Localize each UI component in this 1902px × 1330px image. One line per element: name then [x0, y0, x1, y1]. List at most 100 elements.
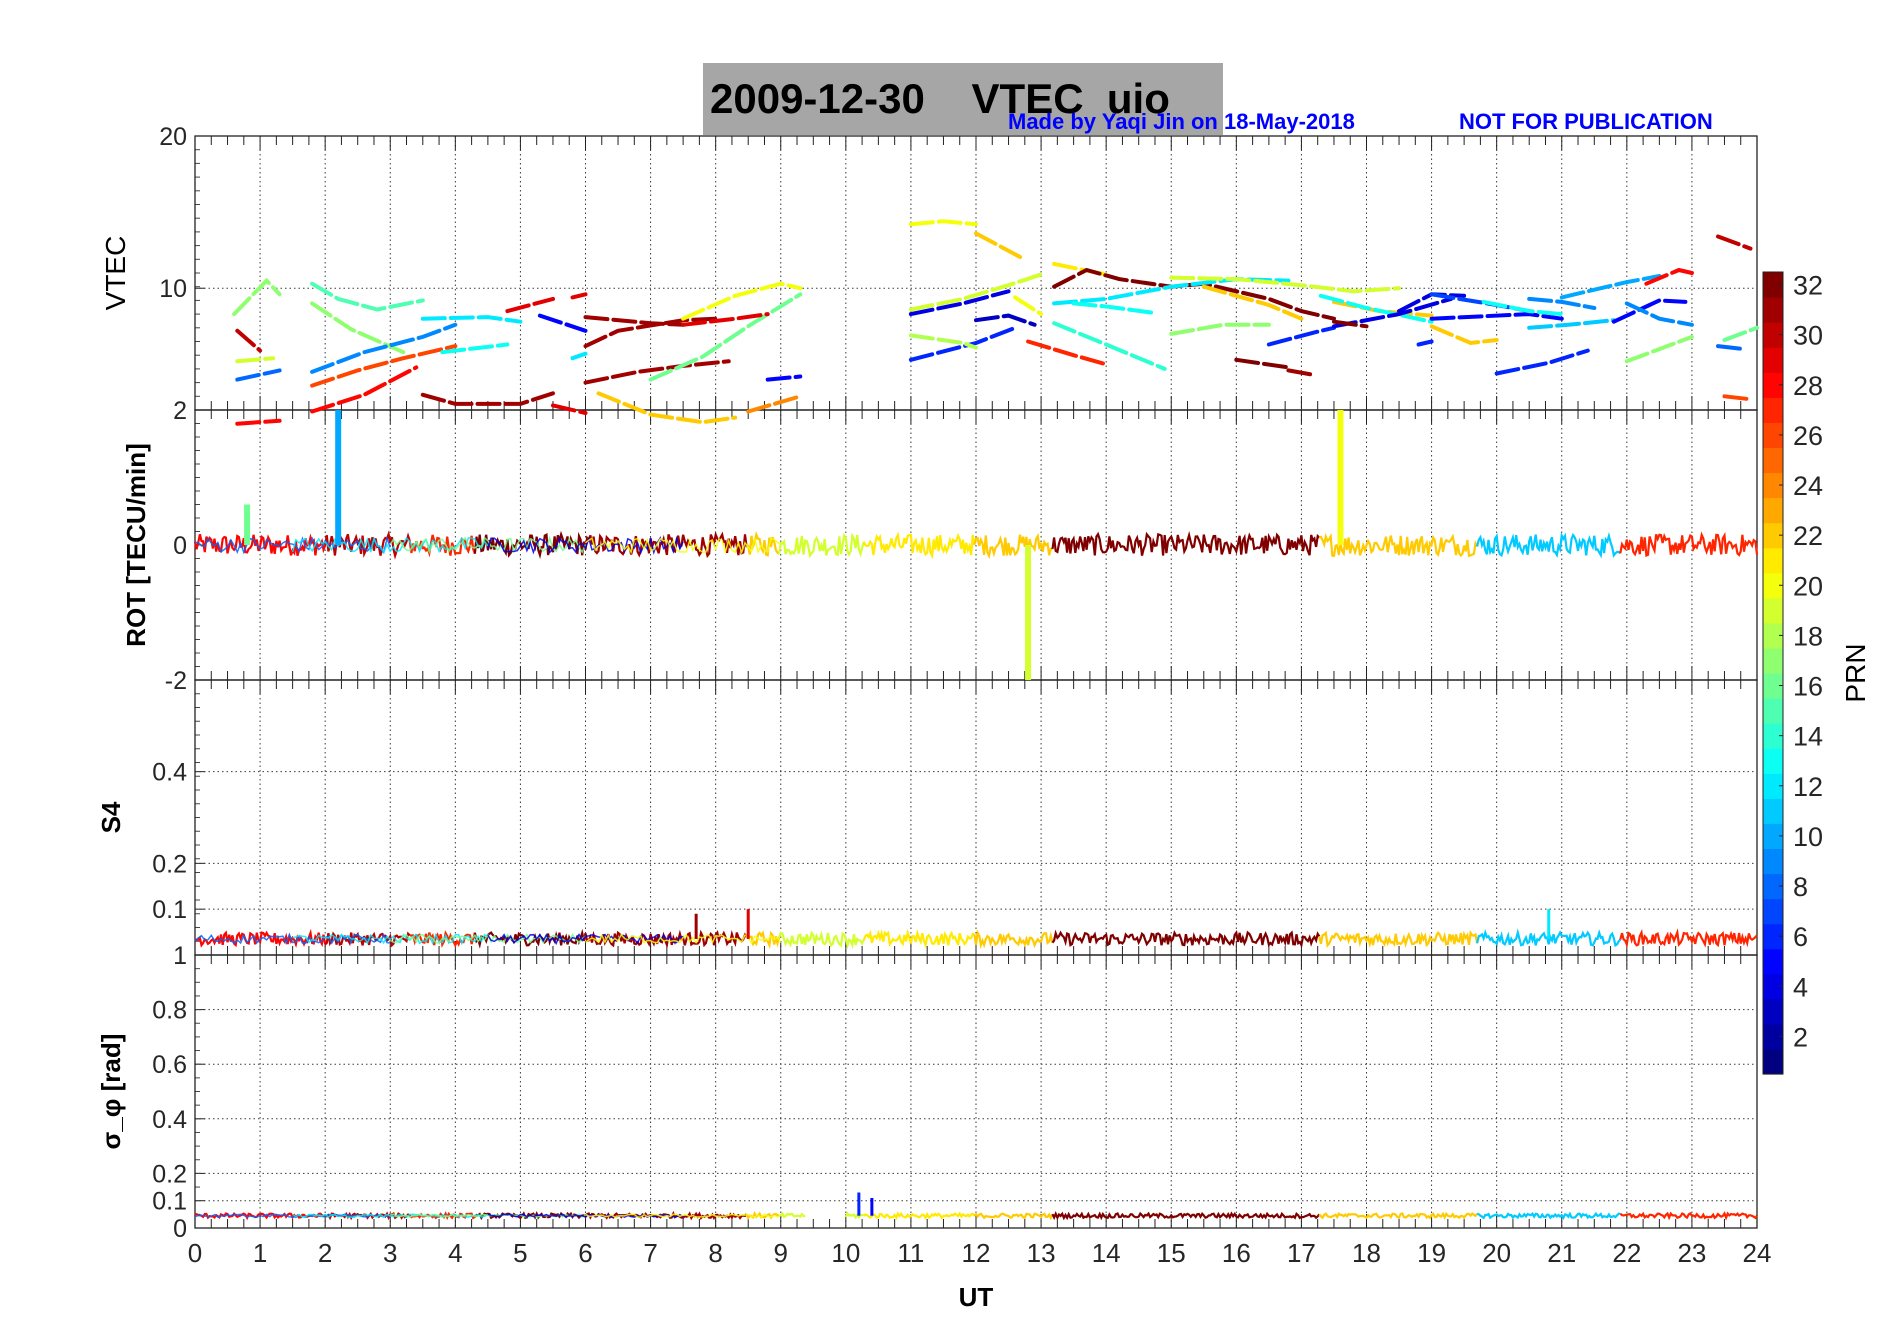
sigma-traces-trace: [844, 1211, 865, 1220]
vtec-line-prn28: [310, 365, 419, 414]
sigma-traces-trace: [1619, 1211, 1758, 1221]
colorbar-level: [1763, 622, 1783, 649]
colorbar-level: [1763, 322, 1783, 348]
vtec-line-prn28: [235, 418, 282, 426]
rot-traces-trace: [862, 531, 976, 560]
vtec-line-prn13: [440, 342, 510, 355]
y-tick-label: 0: [173, 532, 187, 560]
x-tick-label: 1: [253, 1238, 267, 1268]
y-tick-label: 0.8: [152, 997, 187, 1025]
x-tick-label: 20: [1482, 1238, 1511, 1268]
vtec-line-prn5: [765, 374, 803, 382]
vtec-line-prn31: [583, 359, 731, 385]
colorbar-tick-label: 12: [1793, 772, 1823, 802]
vtec-line-prn31: [583, 316, 718, 349]
x-tick-label: 18: [1352, 1238, 1381, 1268]
colorbar-tick-label: 24: [1793, 471, 1823, 501]
x-tick-label: 7: [643, 1238, 657, 1268]
vtec-line-prn5: [1611, 298, 1688, 324]
vtec-line-prn30: [235, 328, 263, 353]
y-tick-label: 0.1: [152, 896, 187, 924]
s4-traces-trace: [862, 928, 975, 949]
colorbar-level: [1763, 748, 1783, 774]
x-tick-label: 23: [1677, 1238, 1706, 1268]
panel-sigma_phi: 00.10.2 0.4 0.6 0.8 1 σ_φ [rad]: [96, 942, 1758, 1243]
x-tick-label: 24: [1743, 1238, 1772, 1268]
vtec-line-prn29: [681, 312, 770, 327]
vtec-line-prn32: [1332, 319, 1369, 329]
vtec-line-prn6: [1266, 325, 1336, 347]
sigma-traces-trace: [585, 1213, 782, 1219]
colorbar-level: [1763, 1023, 1783, 1050]
vtec-line-prn22: [1429, 324, 1499, 346]
rot-traces-trace: [1619, 531, 1759, 558]
s4-traces-trace: [973, 929, 1054, 950]
y-tick-label: 0.4: [152, 1106, 187, 1134]
vtec-line-prn17: [310, 301, 406, 355]
y-tick-label: 1: [173, 942, 187, 970]
vtec-line-prn5: [537, 313, 588, 333]
title-box: [703, 63, 1223, 135]
sigma-traces-trace: [292, 1213, 489, 1219]
y-tick-label: 0.4: [152, 759, 187, 787]
credit-text: Made by Yaqi Jin on 18-May-2018: [1008, 109, 1355, 134]
colorbar-tick-label: 26: [1793, 421, 1823, 451]
vtec-line-prn32: [1234, 357, 1291, 370]
colorbar-level: [1763, 472, 1783, 499]
y-tick-label: 20: [159, 123, 187, 151]
colorbar-level: [1763, 823, 1783, 850]
vtec-line-prn12: [570, 351, 588, 361]
colorbar-level: [1763, 698, 1783, 724]
vtec-series-group: [232, 219, 1759, 426]
colorbar-level: [1763, 948, 1783, 975]
s4-traces-trace: [487, 933, 684, 946]
sigma-traces-trace: [863, 1211, 976, 1221]
x-tick-label: 3: [383, 1238, 397, 1268]
s4-traces-trace: [1051, 929, 1321, 949]
x-tick-label: 16: [1222, 1238, 1251, 1268]
title-date: 2009-12-30: [710, 75, 925, 122]
x-tick-label: 2: [318, 1238, 332, 1268]
x-tick-label: 8: [708, 1238, 722, 1268]
colorbar-tick-label: 6: [1793, 922, 1808, 952]
colorbar-tick-label: 30: [1793, 321, 1823, 351]
s4-traces-trace: [194, 932, 391, 946]
colorbar-level: [1763, 1048, 1783, 1075]
colorbar-tick-label: 32: [1793, 271, 1823, 301]
colorbar-level: [1763, 973, 1783, 1000]
y-tick-label: 0.2: [152, 850, 187, 878]
colorbar-level: [1763, 372, 1783, 398]
vtec-line-prn19: [1169, 275, 1401, 294]
rot-traces: [193, 530, 1759, 560]
colorbar-level: [1763, 798, 1783, 824]
colorbar-level: [1763, 447, 1783, 474]
x-tick-label: 9: [774, 1238, 788, 1268]
x-tick-label: 13: [1027, 1238, 1056, 1268]
y-axis-label-sigma_phi: σ_φ [rad]: [96, 1034, 126, 1150]
vtec-line-prn15: [310, 281, 425, 312]
x-tick-label: 21: [1547, 1238, 1576, 1268]
y-tick-label: -2: [165, 667, 187, 695]
vtec-line-prn8: [235, 368, 282, 382]
vtec-line-prn12: [420, 315, 523, 324]
s4-traces-trace: [389, 932, 586, 945]
sigma-traces-trace: [1476, 1211, 1621, 1220]
colorbar-tick-label: 8: [1793, 872, 1808, 902]
vtec-line-prn27: [1026, 339, 1109, 367]
s4-traces-trace: [746, 930, 781, 950]
vtec-line-prn6: [1416, 339, 1434, 347]
x-tick-label: 6: [578, 1238, 592, 1268]
rot-traces-trace: [585, 537, 782, 555]
colorbar-level: [1763, 773, 1783, 799]
x-tick-label: 10: [831, 1238, 860, 1268]
colorbar-level: [1763, 497, 1783, 524]
colorbar-tick-label: 10: [1793, 822, 1823, 852]
colorbar-level: [1763, 572, 1783, 599]
s4-traces-trace: [1476, 928, 1622, 948]
vtec-line-prn22: [974, 231, 1024, 260]
sigma-traces-trace: [1318, 1211, 1478, 1221]
s4-traces-trace: [1619, 928, 1758, 949]
x-tick-label: 15: [1157, 1238, 1186, 1268]
colorbar-level: [1763, 647, 1783, 674]
figure-title: 2009-12-30 VTEC uio: [710, 75, 1170, 123]
